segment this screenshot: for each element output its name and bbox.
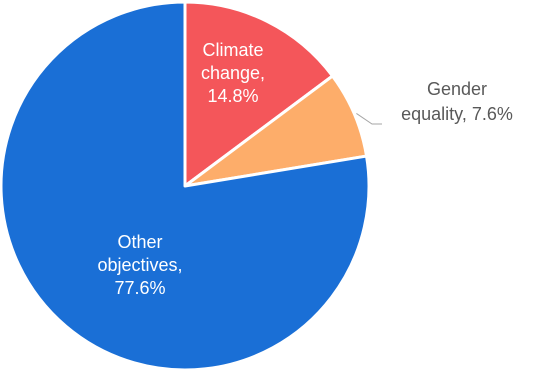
data-label-climate-line: Climate [202, 40, 263, 60]
data-labels: Climate change, 14.8% Gender equality, 7.6% O… [97, 40, 512, 298]
data-label-climate: Climate change, 14.8% [201, 40, 265, 106]
pie-slices [0, 0, 371, 372]
data-label-climate-line: 14.8% [207, 86, 258, 106]
data-label-gender-line: equality, 7.6% [401, 104, 513, 124]
data-label-other-line: Other [117, 232, 162, 252]
data-label-gender: Gender equality, 7.6% [401, 79, 513, 124]
pie-slice-climate [183, 0, 334, 188]
data-label-other-line: 77.6% [114, 278, 165, 298]
data-label-climate-line: change, [201, 63, 265, 83]
data-label-other-line: objectives, [97, 255, 182, 275]
leader-lines [356, 112, 382, 125]
data-label-other: Other objectives, 77.6% [97, 232, 182, 298]
pie-slice-other [0, 0, 371, 372]
data-label-gender-line: Gender [427, 79, 487, 99]
leader-line-gender [356, 112, 382, 125]
